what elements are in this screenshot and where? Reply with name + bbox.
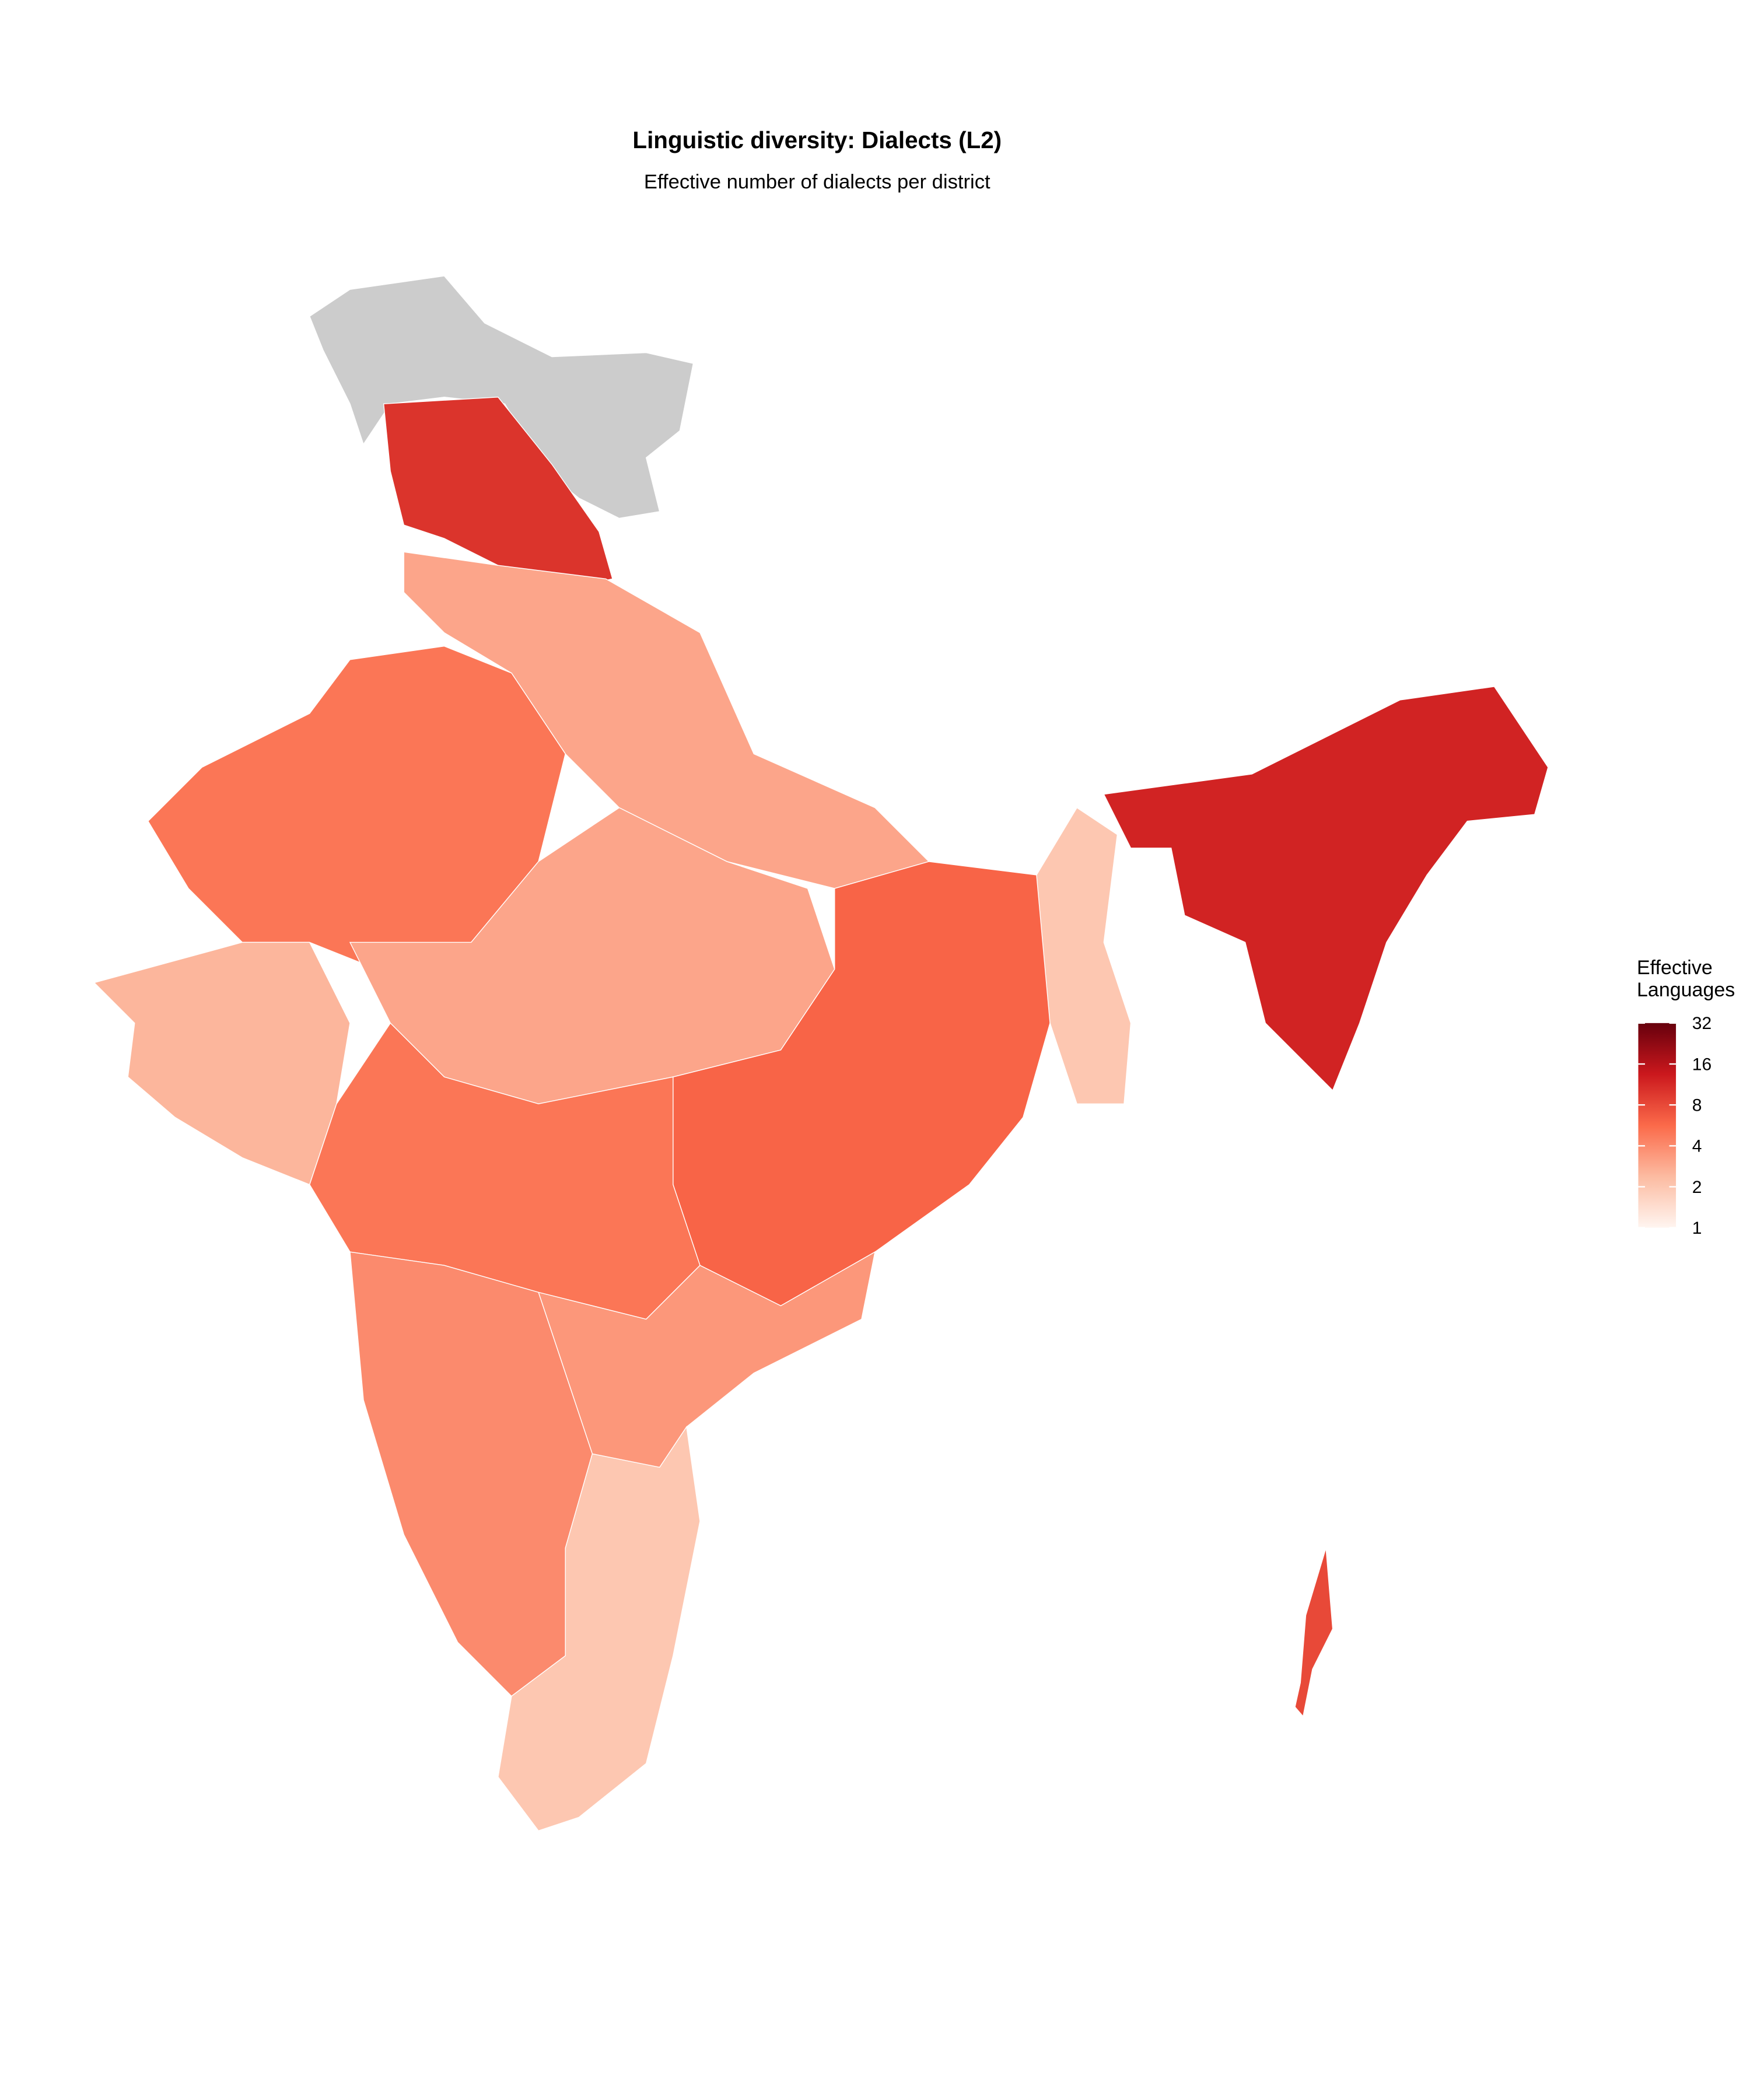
legend-tick-label: 32	[1692, 1014, 1712, 1033]
legend-title: Effective Languages	[1637, 957, 1735, 1001]
region	[1036, 807, 1132, 1104]
chart-subtitle: Effective number of dialects per distric…	[644, 171, 991, 193]
region	[309, 275, 694, 519]
legend: 1 2 4 8 16 32	[1638, 1014, 1712, 1238]
legend-tick-label: 1	[1692, 1219, 1702, 1238]
region	[93, 942, 351, 1185]
region	[1294, 1548, 1334, 1717]
region	[1103, 686, 1549, 1091]
legend-tick-label: 8	[1692, 1096, 1702, 1115]
chart-title: Linguistic diversity: Dialects (L2)	[632, 127, 1002, 153]
colorbar	[1638, 1023, 1676, 1228]
region	[498, 1426, 701, 1832]
legend-tick-label: 2	[1692, 1178, 1702, 1197]
legend-tick-label: 4	[1692, 1137, 1702, 1156]
legend-tick-label: 16	[1692, 1055, 1712, 1074]
regions	[93, 275, 1549, 1832]
region	[147, 645, 566, 970]
